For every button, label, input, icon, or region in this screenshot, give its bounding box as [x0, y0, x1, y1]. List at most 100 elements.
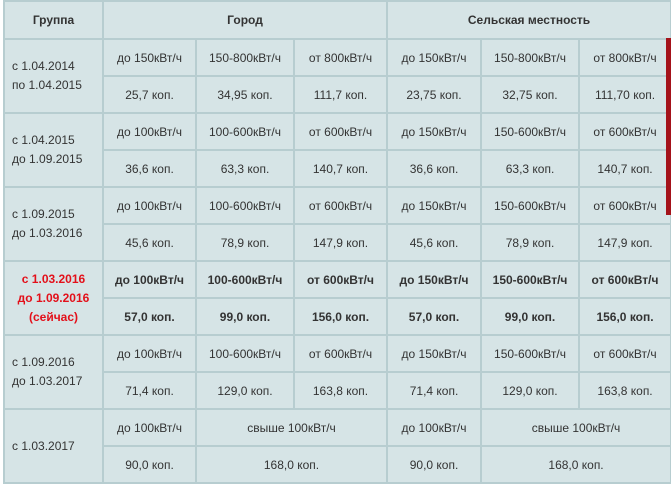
city-price: 168,0 коп. — [194, 445, 389, 484]
rural-price: 57,0 коп. — [386, 297, 483, 336]
city-price: 71,4 коп. — [102, 371, 197, 410]
tier-row: с 1.04.2014 по 1.04.2015 до 150кВт/ч 150-80… — [3, 38, 671, 114]
group-period: с 1.03.2016 до 1.09.2016 (сейчас) — [3, 260, 104, 336]
rural-price: 90,0 коп. — [386, 445, 483, 484]
city-price: 129,0 коп. — [195, 371, 295, 410]
city-tier: до 150кВт/ч — [102, 38, 197, 77]
city-price: 90,0 коп. — [102, 445, 197, 484]
period-line: с 1.09.2015 — [12, 207, 75, 221]
period-line: с 1.04.2015 — [12, 133, 75, 147]
rural-price: 168,0 коп. — [480, 445, 671, 484]
rural-tier: 150-600кВт/ч — [480, 334, 581, 373]
price-row: 25,7 коп. 34,95 коп. 111,7 коп. 23,75 коп. 3… — [4, 75, 671, 114]
group-period: с 1.03.2017 — [3, 408, 104, 484]
period-line: с 1.03.2017 — [12, 438, 75, 453]
tier-row: с 1.09.2015 до 1.03.2016 до 100кВт/ч 100-60… — [3, 186, 671, 262]
city-tier: до 100кВт/ч — [102, 186, 197, 225]
period-line: с 1.09.2016 — [12, 355, 75, 369]
city-tier: от 600кВт/ч — [292, 260, 389, 299]
city-tier: до 100кВт/ч — [102, 334, 197, 373]
tier-row: с 1.09.2016 до 1.03.2017 до 100кВт/ч 100-60… — [3, 334, 671, 410]
city-price: 147,9 коп. — [292, 223, 389, 262]
rural-price: 129,0 коп. — [480, 371, 581, 410]
city-tier: от 600кВт/ч — [292, 112, 389, 151]
rural-price: 78,9 коп. — [480, 223, 581, 262]
period-line: (сейчас) — [28, 309, 79, 324]
tier-row: с 1.03.2016 до 1.09.2016 (сейчас) до 100кВт… — [3, 260, 671, 336]
city-tier: от 800кВт/ч — [292, 38, 389, 77]
city-price: 45,6 коп. — [102, 223, 197, 262]
rural-price: 111,70 коп. — [578, 75, 671, 114]
group-period: с 1.04.2015 до 1.09.2015 — [3, 112, 104, 188]
city-tier: 100-600кВт/ч — [195, 112, 295, 151]
header-row: Группа Город Сельская местность — [3, 0, 671, 40]
city-price: 25,7 коп. — [102, 75, 197, 114]
period-line: с 1.04.2014 — [12, 59, 75, 73]
city-tier: 150-800кВт/ч — [195, 38, 295, 77]
city-tier: свыше 100кВт/ч — [194, 408, 389, 447]
rural-tier: 150-600кВт/ч — [480, 186, 581, 225]
city-price: 34,95 коп. — [195, 75, 295, 114]
tier-row: с 1.04.2015 до 1.09.2015 до 100кВт/ч 100-60… — [3, 112, 671, 188]
rural-tier: от 600кВт/ч — [578, 260, 671, 299]
city-price: 111,7 коп. — [292, 75, 389, 114]
rural-price: 140,7 коп. — [578, 149, 671, 188]
period-line: до 1.09.2016 — [17, 290, 90, 305]
city-tier: 100-600кВт/ч — [195, 186, 295, 225]
price-row: 57,0 коп. 99,0 коп. 156,0 коп. 57,0 коп. 99,… — [4, 297, 671, 336]
header-group: Группа — [3, 0, 104, 40]
rural-tier: свыше 100кВт/ч — [480, 408, 671, 447]
rural-tier: до 100кВт/ч — [386, 408, 483, 447]
city-price: 78,9 коп. — [195, 223, 295, 262]
period-line: до 1.03.2016 — [12, 226, 83, 240]
tariff-table: Группа Город Сельская местность с 1.04.2… — [3, 0, 671, 484]
city-tier: 100-600кВт/ч — [195, 334, 295, 373]
city-tier: до 100кВт/ч — [102, 112, 197, 151]
rural-price: 163,8 коп. — [578, 371, 671, 410]
city-price: 63,3 коп. — [195, 149, 295, 188]
group-period: с 1.09.2015 до 1.03.2016 — [3, 186, 104, 262]
rural-price: 63,3 коп. — [480, 149, 581, 188]
rural-price: 32,75 коп. — [480, 75, 581, 114]
rural-tier: до 150кВт/ч — [386, 334, 483, 373]
scrollbar[interactable] — [666, 38, 671, 215]
city-tier: до 100кВт/ч — [102, 260, 197, 299]
rural-tier: 150-600кВт/ч — [480, 112, 581, 151]
rural-price: 71,4 коп. — [386, 371, 483, 410]
price-row: 71,4 коп. 129,0 коп. 163,8 коп. 71,4 коп. 12… — [4, 371, 671, 410]
rural-price: 156,0 коп. — [578, 297, 671, 336]
rural-tier: до 150кВт/ч — [386, 260, 483, 299]
rural-tier: до 150кВт/ч — [386, 112, 483, 151]
rural-tier: 150-800кВт/ч — [480, 38, 581, 77]
tier-row: с 1.03.2017 до 100кВт/ч свыше 100кВт/ч до 1… — [3, 408, 671, 484]
rural-price: 99,0 коп. — [480, 297, 581, 336]
price-row: 90,0 коп. 168,0 коп. 90,0 коп. 168,0 коп. — [4, 445, 671, 484]
period-line: до 1.09.2015 — [12, 152, 83, 166]
rural-price: 36,6 коп. — [386, 149, 483, 188]
city-price: 57,0 коп. — [102, 297, 197, 336]
price-row: 45,6 коп. 78,9 коп. 147,9 коп. 45,6 коп. 78,… — [4, 223, 671, 262]
rural-price: 23,75 коп. — [386, 75, 483, 114]
city-tier: до 100кВт/ч — [102, 408, 197, 447]
city-price: 99,0 коп. — [195, 297, 295, 336]
city-price: 36,6 коп. — [102, 149, 197, 188]
rural-price: 147,9 коп. — [578, 223, 671, 262]
city-tier: 100-600кВт/ч — [195, 260, 295, 299]
period-line: по 1.04.2015 — [12, 78, 82, 92]
price-row: 36,6 коп. 63,3 коп. 140,7 коп. 36,6 коп. 63,… — [4, 149, 671, 188]
group-period: с 1.09.2016 до 1.03.2017 — [3, 334, 104, 410]
rural-tier: от 600кВт/ч — [578, 186, 671, 225]
header-rural: Сельская местность — [386, 0, 671, 40]
city-tier: от 600кВт/ч — [292, 334, 389, 373]
period-line: с 1.03.2016 — [21, 271, 86, 286]
rural-tier: от 600кВт/ч — [578, 334, 671, 373]
rural-tier: от 600кВт/ч — [578, 112, 671, 151]
rural-tier: до 150кВт/ч — [386, 186, 483, 225]
group-period: с 1.04.2014 по 1.04.2015 — [3, 38, 104, 114]
city-tier: от 600кВт/ч — [292, 186, 389, 225]
city-price: 156,0 коп. — [292, 297, 389, 336]
city-price: 163,8 коп. — [292, 371, 389, 410]
rural-tier: до 150кВт/ч — [386, 38, 483, 77]
rural-price: 45,6 коп. — [386, 223, 483, 262]
rural-tier: 150-600кВт/ч — [480, 260, 581, 299]
